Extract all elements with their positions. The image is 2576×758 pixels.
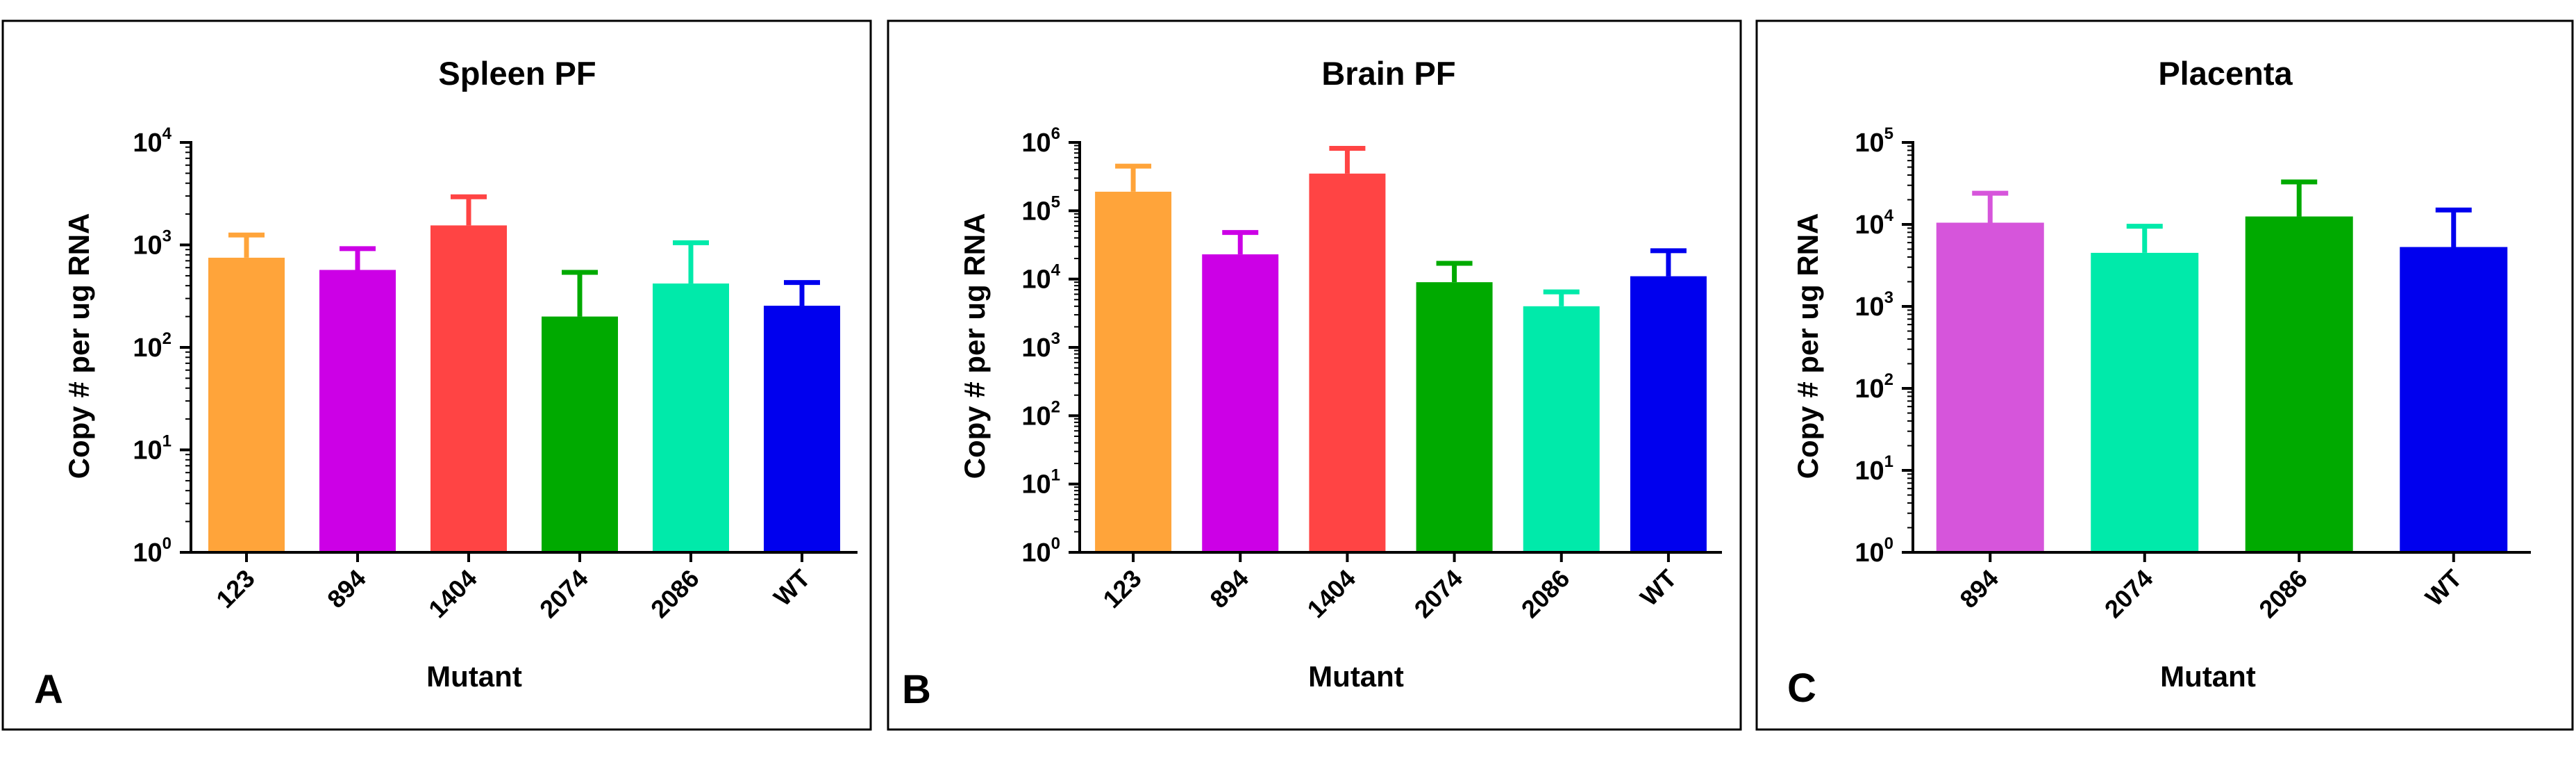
y-axis-label: Copy # per ug RNA — [62, 213, 95, 479]
y-tick-label: 100 — [1021, 534, 1060, 568]
bars — [1936, 179, 2508, 552]
bars — [1095, 145, 1707, 552]
bar — [1523, 306, 1600, 552]
y-tick-label: 102 — [1021, 397, 1060, 431]
y-axis-label: Copy # per ug RNA — [958, 213, 991, 479]
x-tick-label: 1404 — [1301, 564, 1361, 624]
y-tick-label: 101 — [1021, 466, 1060, 500]
y-axis-label: Copy # per ug RNA — [1791, 213, 1824, 479]
panel-spleen-pf: Spleen PF Copy # per ug RNA Mutant A 100… — [1, 19, 872, 731]
x-tick-label: 2086 — [645, 564, 705, 624]
x-axis-label: Mutant — [2160, 660, 2256, 693]
bar — [1416, 282, 1493, 552]
bar — [208, 257, 285, 552]
chart-title: Spleen PF — [438, 55, 596, 92]
bar — [764, 306, 840, 552]
chart-title: Placenta — [2158, 55, 2293, 92]
x-axis-label: Mutant — [426, 660, 522, 693]
y-tick-label: 101 — [1855, 452, 1893, 486]
bar — [2091, 252, 2199, 552]
x-tick-label: WT — [768, 564, 816, 612]
x-tick-label: 2074 — [2099, 564, 2159, 624]
category-labels: 894 2074 2086 WT — [1954, 564, 2467, 624]
x-tick-label: 894 — [321, 564, 371, 613]
y-tick-label: 105 — [1855, 124, 1893, 158]
axes — [190, 141, 858, 562]
y-tick-label: 102 — [1855, 370, 1893, 404]
panel-letter: B — [902, 667, 931, 712]
bar — [319, 270, 396, 552]
x-tick-label: WT — [1634, 564, 1682, 612]
bar — [1309, 173, 1386, 552]
bar — [1095, 191, 1172, 552]
bar — [653, 283, 729, 552]
y-tick-label: 100 — [1855, 534, 1893, 568]
x-tick-label: 2086 — [2253, 564, 2313, 624]
panel-frame — [1, 19, 872, 731]
panel-frame — [1755, 19, 2574, 731]
y-tick-label: 104 — [133, 124, 172, 158]
bar — [1936, 222, 2044, 552]
y-tick-label: 101 — [133, 432, 172, 465]
y-tick-label: 102 — [133, 329, 172, 363]
panel-placenta: Placenta Copy # per ug RNA Mutant C 1001… — [1755, 19, 2574, 731]
y-ticks: 100 101 102 103 104 105 — [1855, 124, 1913, 568]
y-tick-label: 103 — [133, 227, 172, 261]
y-ticks: 100 101 102 103 104 105 106 — [1021, 124, 1080, 568]
axes — [1078, 141, 1722, 562]
x-tick-label: 1404 — [423, 564, 483, 624]
axes — [1912, 141, 2531, 562]
x-tick-label: 123 — [1097, 564, 1146, 613]
y-tick-label: 105 — [1021, 192, 1060, 226]
panel-brain-pf: Brain PF Copy # per ug RNA Mutant B 1001… — [887, 19, 1742, 731]
y-tick-label: 103 — [1021, 329, 1060, 363]
y-tick-label: 103 — [1855, 288, 1893, 322]
bar — [2400, 247, 2508, 552]
y-tick-label: 104 — [1855, 206, 1893, 240]
x-tick-label: 2074 — [1409, 564, 1469, 624]
bar — [1630, 276, 1707, 552]
bars — [208, 194, 840, 552]
y-tick-label: 104 — [1021, 261, 1060, 295]
x-tick-label: 2086 — [1516, 564, 1575, 624]
bar — [542, 316, 618, 552]
x-tick-label: 2074 — [534, 564, 594, 624]
panel-frame — [887, 19, 1742, 731]
x-axis-label: Mutant — [1308, 660, 1404, 693]
chart-title: Brain PF — [1321, 55, 1455, 92]
category-labels: 123 894 1404 2074 2086 WT — [1097, 564, 1682, 624]
x-tick-label: 123 — [210, 564, 260, 613]
x-tick-label: WT — [2420, 564, 2468, 612]
bar — [430, 225, 507, 552]
bar — [1202, 254, 1279, 552]
x-tick-label: 894 — [1954, 564, 2003, 613]
y-tick-label: 100 — [133, 534, 172, 568]
y-tick-label: 106 — [1021, 124, 1060, 158]
panel-letter: C — [1787, 666, 1816, 711]
x-tick-label: 894 — [1204, 564, 1253, 613]
panel-letter: A — [34, 667, 63, 712]
category-labels: 123 894 1404 2074 2086 WT — [210, 564, 815, 624]
bar — [2245, 216, 2353, 552]
y-ticks: 100 101 102 103 104 — [133, 124, 191, 568]
